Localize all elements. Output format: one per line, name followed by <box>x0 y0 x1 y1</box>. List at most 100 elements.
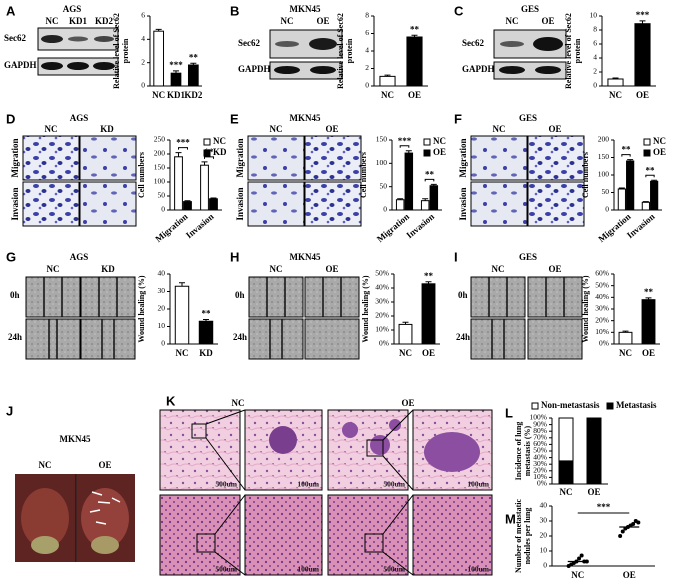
row-label: 24h <box>456 332 470 342</box>
significance: ** <box>424 271 434 281</box>
row-label: 0h <box>235 290 245 300</box>
bar <box>626 160 635 211</box>
legend-label: OE <box>433 147 446 157</box>
error-bar <box>405 150 412 154</box>
x-tick-label: NC <box>152 90 165 100</box>
legend-label: Metastasis <box>616 400 657 410</box>
column-label: OE <box>325 124 338 134</box>
y-tick-label: 10% <box>533 472 547 481</box>
scale-bar-label: 500um <box>383 480 405 489</box>
y-tick-label: 0% <box>599 339 609 348</box>
y-tick-label: 4 <box>141 34 145 43</box>
y-tick-label: 60% <box>533 439 547 448</box>
y-tick-label: 50% <box>595 280 609 289</box>
error-bar <box>210 197 217 199</box>
scale-bar-label: 100um <box>467 480 489 489</box>
panel-title: GES <box>519 113 537 123</box>
y-tick-label: 150 <box>154 163 166 172</box>
x-tick-label: NC <box>176 348 189 358</box>
significance: *** <box>176 138 190 148</box>
y-tick-label: 80% <box>533 426 547 435</box>
legend-label: NC <box>433 136 446 146</box>
y-tick-label: 70% <box>533 433 547 442</box>
y-tick-label: 50 <box>602 187 610 196</box>
column-label: NC <box>45 124 58 134</box>
y-tick-label: 30% <box>533 459 547 468</box>
y-tick-label: 30 <box>540 516 548 525</box>
scale-bar-label: 100um <box>297 565 319 574</box>
bar <box>607 78 624 87</box>
y-tick-label: 100 <box>598 170 610 179</box>
y-tick-label: 0 <box>605 205 609 214</box>
column-label: NC <box>492 264 505 274</box>
legend-swatch <box>203 149 211 157</box>
y-tick-label: 40 <box>540 501 548 510</box>
error-bar <box>622 330 629 333</box>
bar-segment <box>558 460 574 485</box>
column-label: OE <box>548 124 561 134</box>
y-tick-label: 6 <box>593 39 597 48</box>
error-bar <box>175 152 182 157</box>
bar <box>404 152 414 211</box>
x-tick-label: NC <box>399 348 412 358</box>
bar <box>429 185 439 211</box>
legend-label: Non-metastasis <box>541 400 600 410</box>
y-tick-label: 2 <box>593 67 597 76</box>
significance: *** <box>636 10 650 20</box>
blot <box>493 29 567 80</box>
y-axis-label: Wound healing (%) <box>360 275 370 343</box>
legend-label: KD <box>213 147 227 157</box>
y-tick-label: 10 <box>590 11 598 20</box>
y-tick-label: 10 <box>158 321 166 330</box>
legend-swatch <box>423 149 431 157</box>
legend-label: NC <box>653 136 666 146</box>
significance: ** <box>202 309 212 319</box>
micrographs <box>22 135 137 227</box>
scale-bar-label: 100um <box>297 480 319 489</box>
column-label: OE <box>401 398 414 408</box>
y-tick-label: 8 <box>365 11 369 20</box>
bar <box>379 75 396 87</box>
x-tick-label: NC <box>619 348 632 358</box>
y-tick-label: 100 <box>154 177 166 186</box>
error-bar <box>430 183 437 186</box>
panel-title: MKN45 <box>290 252 321 262</box>
bar <box>200 164 209 211</box>
x-tick-label: NC <box>381 90 394 100</box>
y-tick-label: 20 <box>158 304 166 313</box>
bar <box>153 30 165 87</box>
y-tick-label: 100% <box>530 413 548 422</box>
y-tick-label: 30 <box>158 286 166 295</box>
panel-title: AGS <box>63 4 82 14</box>
y-tick-label: 150 <box>376 135 388 144</box>
y-tick-label: 0 <box>543 561 547 570</box>
y-axis-label: Wound healing (%) <box>580 275 590 343</box>
column-label: NC <box>47 264 60 274</box>
panel-title: MKN45 <box>60 434 91 444</box>
y-tick-label: 20 <box>540 531 548 540</box>
row-label: Sec62 <box>462 38 484 48</box>
bar <box>634 23 651 87</box>
mouse-photo <box>15 474 135 562</box>
bar <box>198 320 214 345</box>
y-tick-label: 150 <box>598 152 610 161</box>
significance-bracket <box>424 178 435 182</box>
bar <box>187 64 199 87</box>
error-bar <box>384 74 391 77</box>
row-label: 0h <box>10 290 20 300</box>
panel-letter: C <box>454 3 464 18</box>
row-label: Invasion <box>235 187 245 220</box>
column-label: KD <box>101 264 115 274</box>
scale-bar-label: 500um <box>383 565 405 574</box>
significance-bracket <box>204 156 214 159</box>
x-tick-label: OE <box>636 90 649 100</box>
y-tick-label: 0 <box>141 81 145 90</box>
panel-letter: L <box>505 405 513 420</box>
column-label: NC <box>493 124 506 134</box>
y-tick-label: 6 <box>141 11 145 20</box>
data-point <box>577 556 582 561</box>
error-bar <box>425 281 432 284</box>
x-tick-label: OE <box>587 487 600 497</box>
x-tick-label: Migration <box>153 211 189 244</box>
